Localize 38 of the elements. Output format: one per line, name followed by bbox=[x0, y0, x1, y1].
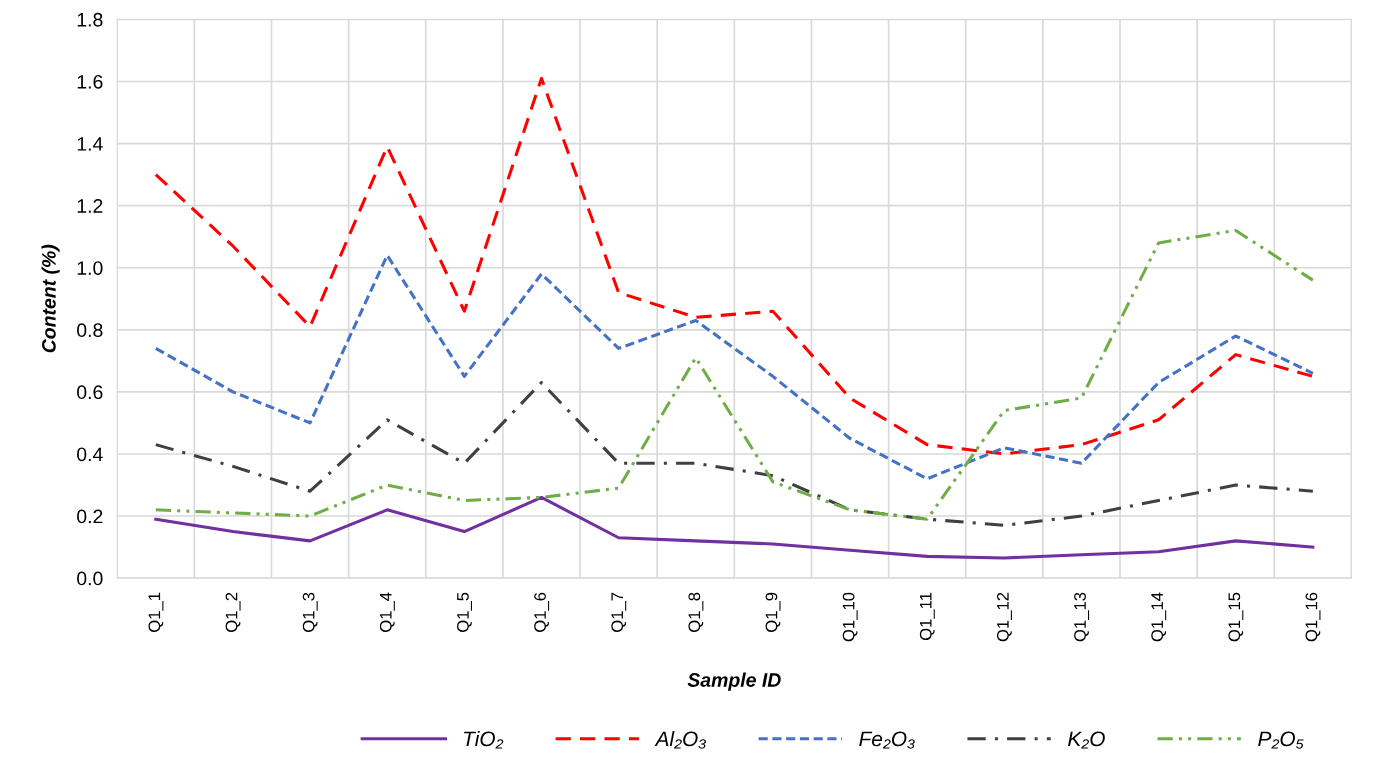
legend-label: TiO₂ bbox=[464, 730, 504, 749]
y-tick-label: 1.4 bbox=[77, 137, 103, 151]
y-tick-label: 1.8 bbox=[77, 12, 103, 27]
x-tick-label: Q1_16 bbox=[1305, 592, 1321, 642]
x-tick-label: Q1_9 bbox=[765, 592, 781, 632]
y-tick-label: 0.0 bbox=[77, 571, 103, 586]
y-tick-label: 0.8 bbox=[77, 323, 103, 338]
legend-label: K₂O bbox=[1068, 731, 1105, 749]
x-tick-label: Q1_12 bbox=[996, 592, 1012, 642]
legend-label: Fe₂O₃ bbox=[859, 731, 915, 749]
y-tick-label: 0.4 bbox=[77, 447, 103, 462]
legend-label: P₂O₅ bbox=[1258, 731, 1304, 749]
x-tick-label: Q1_4 bbox=[379, 592, 395, 632]
line-series bbox=[154, 495, 1315, 560]
line-series bbox=[154, 381, 1315, 527]
x-tick-label: Q1_1 bbox=[148, 592, 164, 632]
x-tick-label: Q1_10 bbox=[842, 592, 858, 642]
y-tick-label: 0.2 bbox=[77, 509, 103, 524]
line-series bbox=[154, 253, 1315, 481]
x-tick-label: Q1_7 bbox=[611, 592, 627, 632]
legend-label: Al₂O₃ bbox=[654, 730, 706, 749]
x-tick-label: Q1_15 bbox=[1228, 592, 1244, 642]
x-tick-label: Q1_5 bbox=[457, 592, 472, 632]
x-tick-label: Q1_2 bbox=[225, 592, 241, 632]
y-tick-label: 1.6 bbox=[77, 74, 103, 89]
x-tick-label: Q1_8 bbox=[688, 592, 704, 632]
x-axis-title: Sample ID bbox=[687, 672, 781, 691]
y-tick-label: 0.6 bbox=[77, 385, 103, 400]
y-axis-title: Content (%) bbox=[41, 244, 60, 353]
x-tick-label: Q1_14 bbox=[1151, 592, 1167, 642]
x-tick-label: Q1_13 bbox=[1074, 592, 1090, 642]
x-tick-label: Q1_6 bbox=[534, 592, 550, 632]
y-tick-label: 1.0 bbox=[77, 261, 103, 275]
line-series bbox=[154, 228, 1315, 521]
y-tick-label: 1.2 bbox=[77, 199, 103, 213]
line-series bbox=[154, 76, 1315, 456]
x-tick-label: Q1_3 bbox=[302, 592, 318, 632]
x-tick-label: Q1_11 bbox=[919, 592, 935, 641]
